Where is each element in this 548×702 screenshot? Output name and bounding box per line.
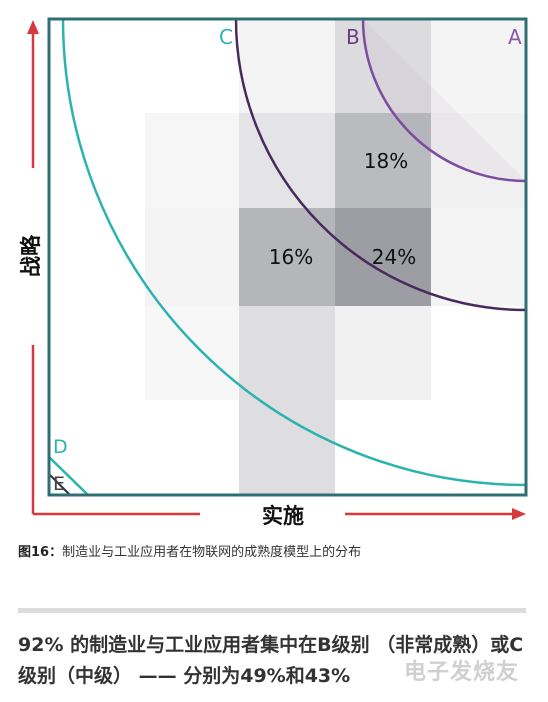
y-axis-label: 战略	[19, 234, 43, 277]
zone-c-arc	[61, 19, 526, 487]
cell-24	[335, 208, 431, 306]
cell-label-18: 18%	[364, 149, 408, 173]
cell-18	[335, 113, 431, 208]
figure-caption: 图16：制造业与工业应用者在物联网的成熟度模型上的分布	[18, 541, 361, 560]
cell-label-16: 16%	[269, 245, 313, 269]
maturity-diagram: C B A D E 18% 16% 24% 战略 实施	[19, 17, 528, 528]
zone-d-line	[48, 456, 89, 496]
caption-label: 图16：	[18, 545, 63, 560]
zone-a-arc	[361, 19, 526, 183]
caption-text: 制造业与工业应用者在物联网的成熟度模型上的分布	[62, 545, 362, 560]
x-axis-label: 实施	[262, 504, 304, 528]
zone-c-letter: C	[219, 25, 233, 49]
zone-b-arc	[234, 19, 526, 312]
zone-d-letter: D	[53, 436, 68, 458]
watermark-logo: 电子发烧友	[404, 660, 520, 685]
zone-e-line	[48, 473, 71, 496]
diagram-frame	[47, 17, 528, 497]
zone-a-letter: A	[508, 25, 522, 49]
x-axis-arrowhead	[512, 508, 526, 520]
divider	[18, 608, 526, 613]
y-axis-arrowhead	[27, 20, 39, 34]
summary-text: 92% 的制造业与工业应用者集中在B级别 （非常成熟）或C级别（中级） —— 分…	[18, 634, 524, 687]
zone-e-letter: E	[53, 473, 65, 495]
zone-b-letter: B	[346, 25, 360, 49]
heat-grid	[145, 19, 526, 495]
cell-label-24: 24%	[372, 245, 416, 269]
